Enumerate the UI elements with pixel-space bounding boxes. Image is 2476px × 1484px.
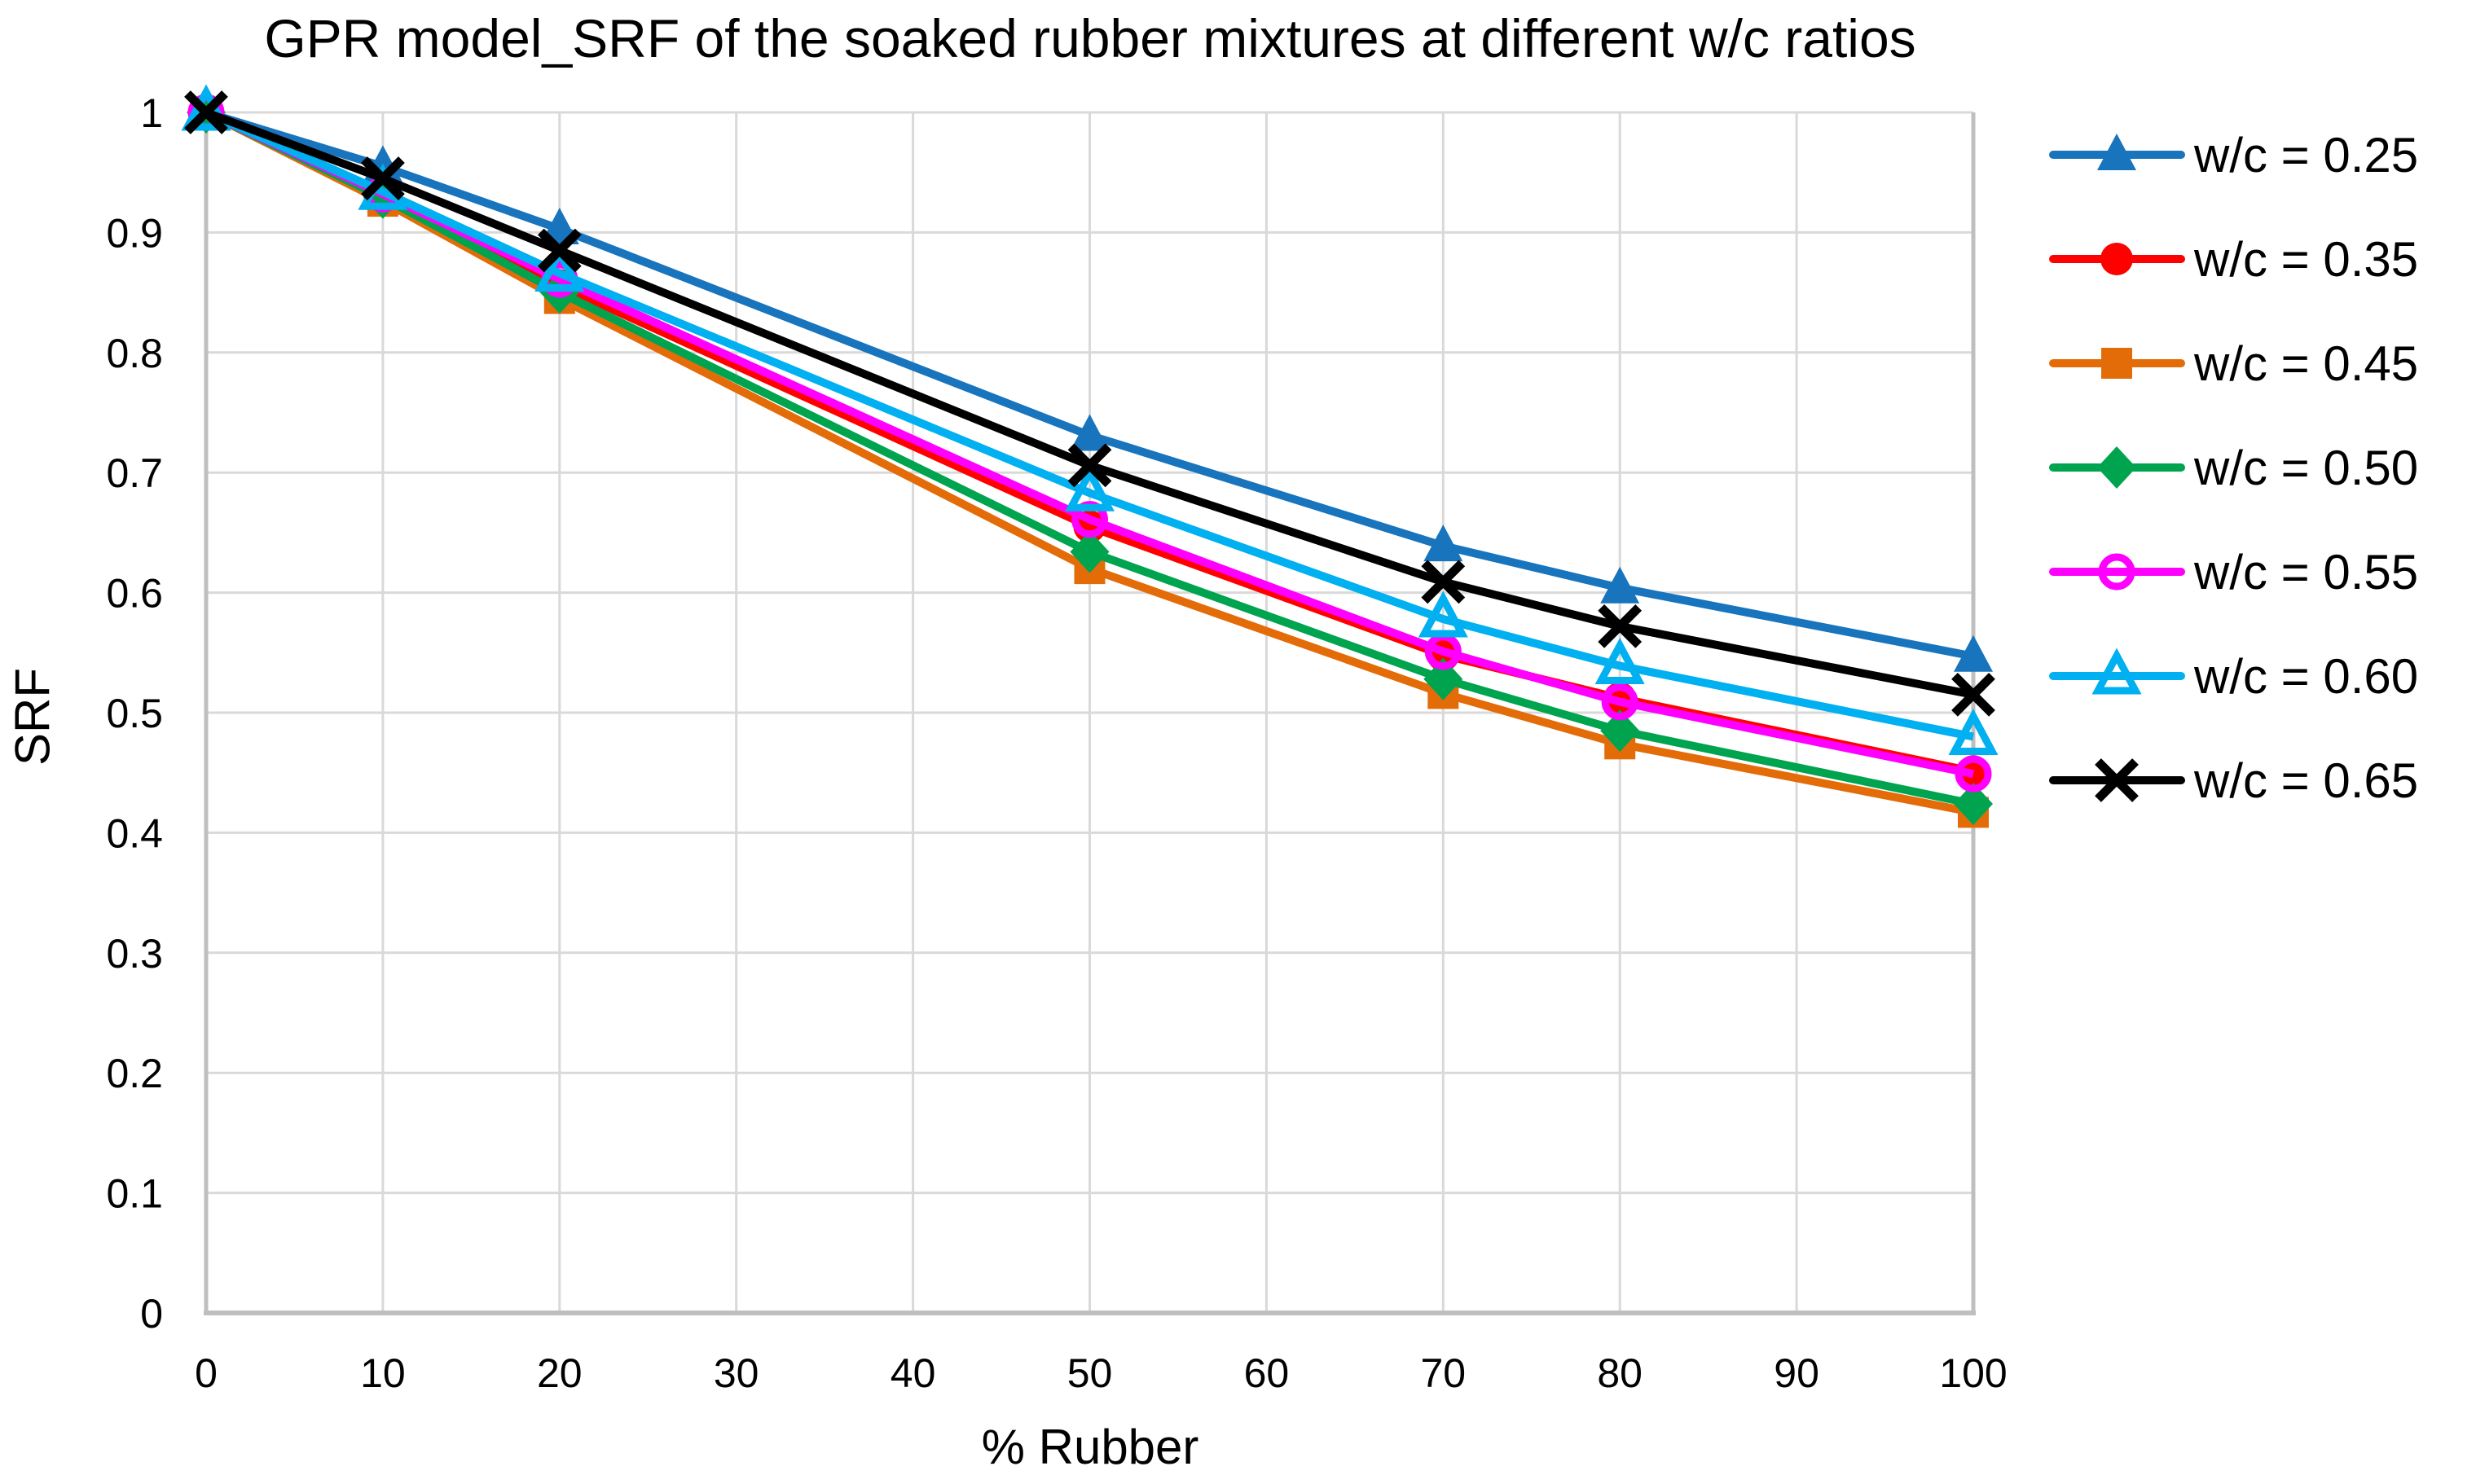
y-tick-label: 0.6 xyxy=(106,571,163,617)
legend-marker-w-c-0.60 xyxy=(2091,648,2142,695)
legend-item-w-c-0.50: w/c = 0.50 xyxy=(2049,441,2418,495)
marker-w-c-0.60 xyxy=(534,244,585,292)
marker-w-c-0.60 xyxy=(1594,637,1645,685)
marker-w-c-0.25 xyxy=(1954,634,1993,672)
y-axis-title: SRF xyxy=(5,668,60,766)
tick-labels: 00.10.20.30.40.50.60.70.80.910 10 20 30 40 50… xyxy=(106,90,2007,1396)
y-tick-label: 0.9 xyxy=(106,210,163,256)
gridlines xyxy=(206,111,1973,1313)
marker-w-c-0.60 xyxy=(1418,591,1468,638)
legend-label: w/c = 0.65 xyxy=(2193,753,2418,808)
x-tick-label: 20 xyxy=(537,1350,583,1396)
legend-label: w/c = 0.60 xyxy=(2193,649,2418,704)
marker-w-c-0.55 xyxy=(1955,755,1992,792)
legend: w/c = 0.25 w/c = 0.35 w/c = 0.45 w/c = 0.50… xyxy=(2049,128,2418,808)
x-tick-label: 60 xyxy=(1244,1350,1290,1396)
x-tick-label: 40 xyxy=(891,1350,936,1396)
legend-marker-w-c-0.25 xyxy=(2097,134,2136,170)
x-axis-title: % Rubber xyxy=(981,1420,1199,1474)
legend-item-w-c-0.65: w/c = 0.65 xyxy=(2049,753,2418,808)
y-tick-label: 0.3 xyxy=(106,931,163,977)
y-tick-label: 0.1 xyxy=(106,1171,163,1217)
legend-label: w/c = 0.45 xyxy=(2193,336,2418,391)
legend-marker-w-c-0.50 xyxy=(2097,446,2136,489)
legend-label: w/c = 0.35 xyxy=(2193,232,2418,287)
x-tick-label: 80 xyxy=(1597,1350,1643,1396)
x-tick-label: 0 xyxy=(195,1350,218,1396)
legend-label: w/c = 0.25 xyxy=(2193,128,2418,182)
y-tick-label: 0.8 xyxy=(106,331,163,376)
marker-w-c-0.50 xyxy=(1423,657,1463,700)
marker-w-c-0.50 xyxy=(1070,530,1110,573)
marker-w-c-0.25 xyxy=(1423,525,1463,562)
legend-item-w-c-0.55: w/c = 0.55 xyxy=(2049,545,2418,599)
series-w-c-0.65 xyxy=(184,90,1995,717)
marker-w-c-0.55 xyxy=(1601,683,1638,721)
marker-w-c-0.65 xyxy=(1598,604,1643,648)
legend-item-w-c-0.25: w/c = 0.25 xyxy=(2049,128,2418,182)
marker-w-c-0.25 xyxy=(1600,566,1640,604)
y-tick-label: 0.5 xyxy=(106,691,163,736)
y-tick-label: 0.7 xyxy=(106,450,163,496)
marker-w-c-0.25 xyxy=(1070,414,1110,451)
x-tick-label: 30 xyxy=(714,1350,759,1396)
marker-w-c-0.65 xyxy=(1951,673,1995,717)
legend-marker-w-c-0.65 xyxy=(2095,758,2139,802)
marker-w-c-0.65 xyxy=(1421,560,1466,604)
marker-w-c-0.60 xyxy=(1064,464,1115,511)
marker-w-c-0.50 xyxy=(1600,709,1640,753)
legend-item-w-c-0.60: w/c = 0.60 xyxy=(2049,648,2418,704)
x-tick-label: 70 xyxy=(1420,1350,1466,1396)
marker-w-c-0.65 xyxy=(361,156,405,200)
x-tick-label: 50 xyxy=(1067,1350,1113,1396)
legend-label: w/c = 0.55 xyxy=(2193,545,2418,599)
x-tick-label: 100 xyxy=(1939,1350,2007,1396)
legend-item-w-c-0.45: w/c = 0.45 xyxy=(2049,336,2418,391)
series-line-w-c-0.60 xyxy=(204,108,1974,741)
y-tick-label: 1 xyxy=(140,90,163,136)
y-tick-label: 0.2 xyxy=(106,1051,163,1096)
marker-w-c-0.60 xyxy=(181,84,231,131)
y-tick-label: 0.4 xyxy=(106,810,163,856)
marker-w-c-0.50 xyxy=(1954,783,1993,826)
x-tick-label: 10 xyxy=(360,1350,406,1396)
legend-label: w/c = 0.50 xyxy=(2193,441,2418,495)
marker-w-c-0.65 xyxy=(184,90,228,134)
legend-marker-w-c-0.35 xyxy=(2100,243,2133,275)
chart-title: GPR model_SRF of the soaked rubber mixtu… xyxy=(264,8,1916,68)
legend-marker-w-c-0.55 xyxy=(2098,553,2135,591)
marker-w-c-0.65 xyxy=(537,228,582,273)
y-tick-label: 0 xyxy=(140,1291,163,1337)
x-tick-label: 90 xyxy=(1774,1350,1819,1396)
legend-marker-w-c-0.45 xyxy=(2101,348,2132,379)
legend-item-w-c-0.35: w/c = 0.35 xyxy=(2049,232,2418,287)
marker-w-c-0.65 xyxy=(1067,443,1112,488)
marker-w-c-0.60 xyxy=(1948,708,1999,755)
